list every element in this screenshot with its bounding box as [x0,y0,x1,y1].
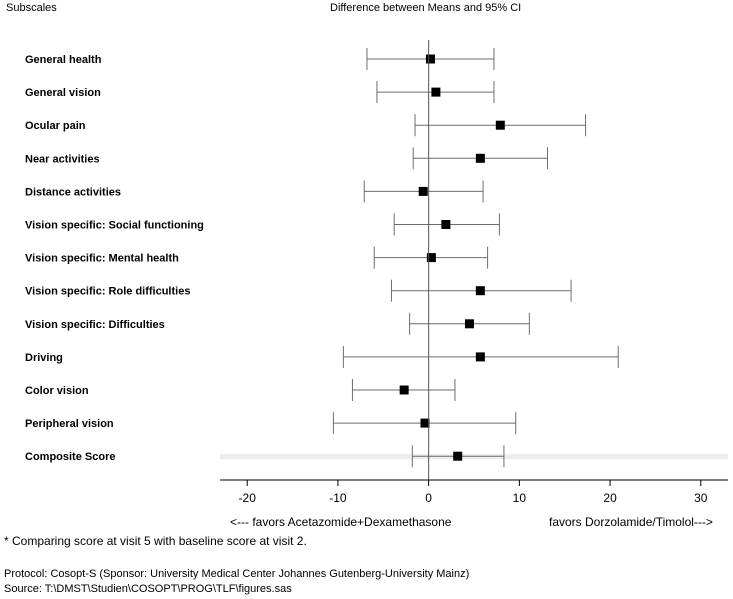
source-note: Source: T:\DMST\Studien\COSOPT\PROG\TLF\… [4,583,292,595]
mean-marker-general-health [425,54,435,64]
row-label-general-health: General health [25,54,102,66]
mean-marker-color-vision [399,385,409,395]
row-label-vision-specific-mental-health: Vision specific: Mental health [25,253,179,265]
mean-marker-peripheral-vision [420,418,430,428]
row-label-ocular-pain: Ocular pain [25,120,86,132]
row-label-composite-score: Composite Score [25,451,115,463]
mean-marker-composite-score [453,451,463,461]
mean-marker-general-vision [431,87,441,97]
row-label-vision-specific-role-difficulties: Vision specific: Role difficulties [25,286,190,298]
protocol-note: Protocol: Cosopt-S (Sponsor: University … [4,568,470,580]
x-tick-label--20: -20 [239,491,257,505]
mean-marker-vision-specific-difficulties [464,319,474,329]
x-tick-label-0: 0 [425,491,432,505]
mean-marker-vision-specific-social-functioning [441,220,451,229]
row-label-peripheral-vision: Peripheral vision [25,418,114,430]
row-label-vision-specific-social-functioning: Vision specific: Social functioning [25,220,204,232]
x-tick-label-30: 30 [694,491,708,505]
mean-marker-vision-specific-mental-health [426,253,436,263]
mean-marker-ocular-pain [495,120,505,130]
row-label-color-vision: Color vision [25,385,89,397]
mean-marker-distance-activities [418,186,428,196]
x-tick-label--10: -10 [329,491,347,505]
x-tick-label-20: 20 [603,491,617,505]
row-label-vision-specific-difficulties: Vision specific: Difficulties [25,319,165,331]
mean-marker-near-activities [475,153,485,163]
chart-title: Difference between Means and 95% CI [330,2,522,14]
mean-marker-driving [475,352,485,362]
row-label-near-activities: Near activities [25,153,100,165]
footnote: * Comparing score at visit 5 with baseli… [4,534,307,548]
favors-right-note: favors Dorzolamide/Timolol---> [549,515,713,529]
favors-left-note: <--- favors Acetazomide+Dexamethasone [230,515,452,529]
row-label-driving: Driving [25,352,63,364]
x-tick-label-10: 10 [513,491,527,505]
row-label-general-vision: General vision [25,87,101,99]
row-label-distance-activities: Distance activities [25,186,121,198]
mean-marker-vision-specific-role-difficulties [475,286,485,296]
y-axis-title: Subscales [6,2,57,14]
